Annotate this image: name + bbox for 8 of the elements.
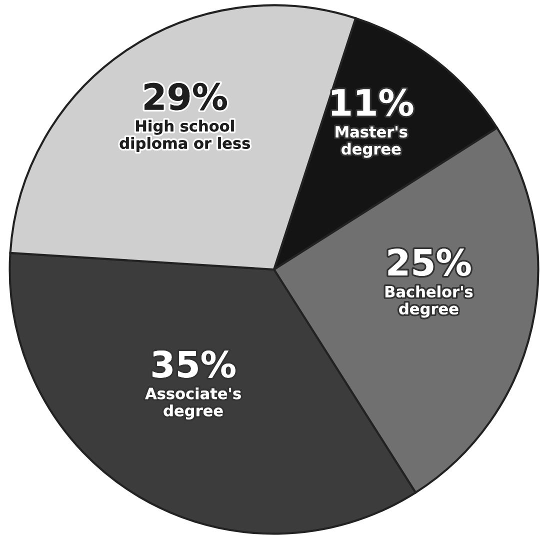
slice-label: High school diploma or less xyxy=(120,120,250,152)
slice-label: Master's degree xyxy=(336,126,408,158)
slice-label: Associate's degree xyxy=(145,387,241,420)
slice-label: Bachelor's degree xyxy=(385,286,473,318)
data-label: 29% xyxy=(144,82,227,110)
data-label: 11% xyxy=(332,88,414,116)
data-label: 25% xyxy=(388,248,471,276)
data-label: 35% xyxy=(152,350,236,378)
